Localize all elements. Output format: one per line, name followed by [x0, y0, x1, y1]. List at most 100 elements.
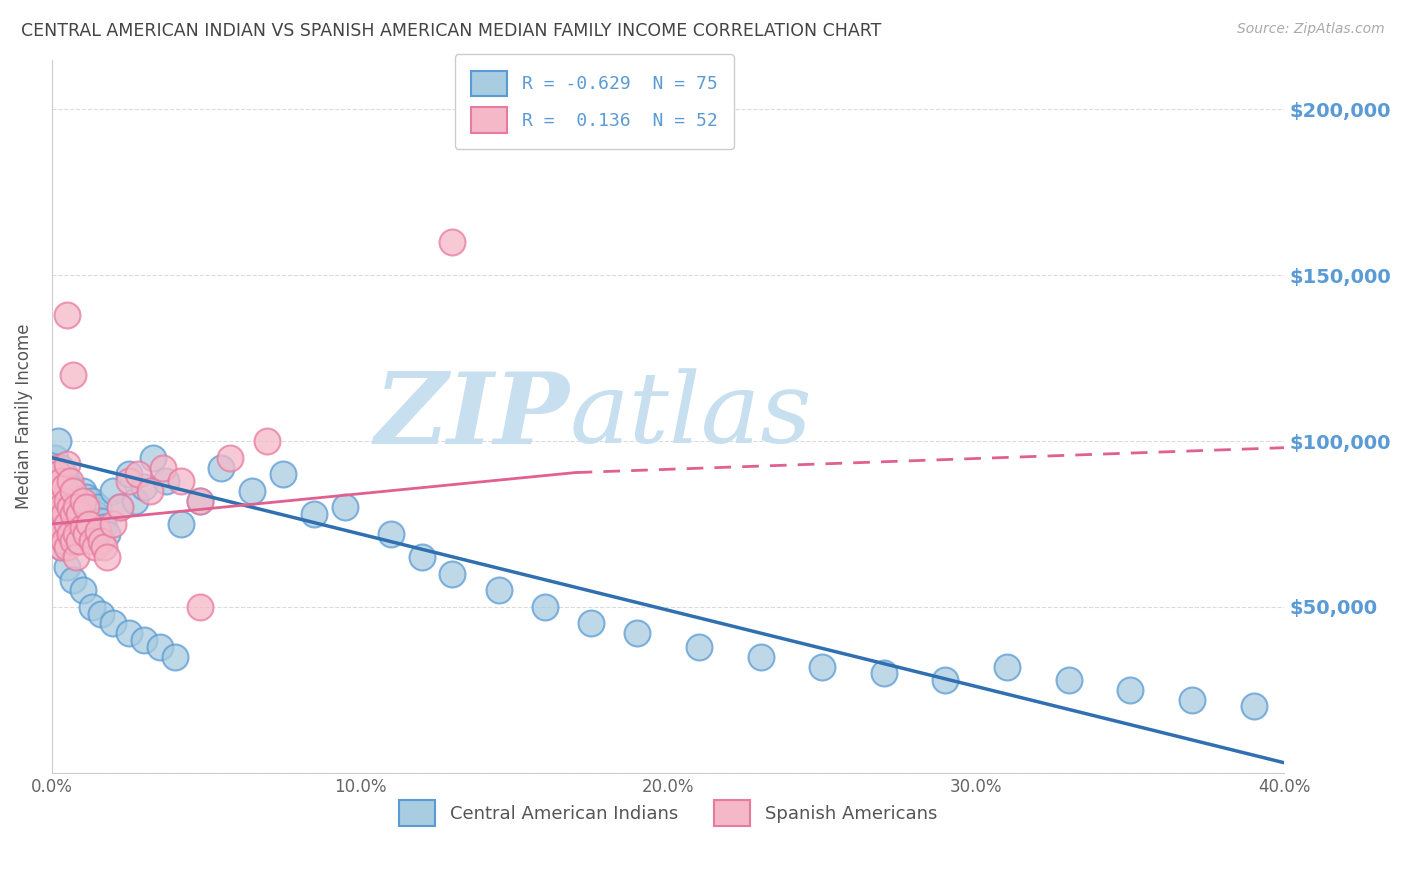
- Point: [53, 514, 76, 528]
- Point: [56, 560, 79, 574]
- Point: [333, 500, 356, 515]
- Point: [142, 450, 165, 465]
- Point: [688, 640, 710, 654]
- Point: [219, 450, 242, 465]
- Point: [1057, 673, 1080, 687]
- Point: [65, 493, 87, 508]
- Point: [62, 368, 84, 382]
- Point: [83, 507, 105, 521]
- Point: [188, 493, 211, 508]
- Point: [62, 483, 84, 498]
- Point: [93, 520, 115, 534]
- Point: [118, 626, 141, 640]
- Point: [995, 659, 1018, 673]
- Point: [96, 550, 118, 565]
- Point: [139, 483, 162, 498]
- Point: [56, 474, 79, 488]
- Point: [873, 666, 896, 681]
- Point: [124, 493, 146, 508]
- Point: [72, 520, 94, 534]
- Point: [72, 493, 94, 508]
- Point: [72, 483, 94, 498]
- Point: [441, 566, 464, 581]
- Point: [302, 507, 325, 521]
- Point: [134, 481, 156, 495]
- Point: [380, 527, 402, 541]
- Point: [56, 493, 79, 508]
- Point: [75, 491, 97, 505]
- Point: [934, 673, 956, 687]
- Point: [134, 633, 156, 648]
- Point: [118, 474, 141, 488]
- Point: [96, 527, 118, 541]
- Point: [49, 474, 72, 488]
- Point: [59, 481, 82, 495]
- Text: CENTRAL AMERICAN INDIAN VS SPANISH AMERICAN MEDIAN FAMILY INCOME CORRELATION CHA: CENTRAL AMERICAN INDIAN VS SPANISH AMERI…: [21, 22, 882, 40]
- Point: [155, 474, 177, 488]
- Point: [90, 607, 112, 621]
- Point: [188, 493, 211, 508]
- Point: [72, 516, 94, 531]
- Point: [44, 450, 66, 465]
- Point: [90, 514, 112, 528]
- Point: [1243, 699, 1265, 714]
- Point: [118, 467, 141, 482]
- Point: [53, 507, 76, 521]
- Point: [749, 649, 772, 664]
- Point: [46, 467, 69, 482]
- Point: [811, 659, 834, 673]
- Point: [62, 514, 84, 528]
- Point: [62, 574, 84, 588]
- Point: [188, 599, 211, 614]
- Point: [62, 533, 84, 548]
- Point: [488, 583, 510, 598]
- Point: [441, 235, 464, 249]
- Point: [59, 500, 82, 515]
- Point: [256, 434, 278, 448]
- Point: [87, 500, 110, 515]
- Point: [44, 460, 66, 475]
- Point: [103, 616, 125, 631]
- Point: [80, 599, 103, 614]
- Point: [59, 527, 82, 541]
- Point: [75, 500, 97, 515]
- Point: [240, 483, 263, 498]
- Point: [49, 460, 72, 475]
- Point: [93, 540, 115, 554]
- Point: [69, 500, 91, 515]
- Point: [56, 457, 79, 471]
- Point: [77, 500, 100, 515]
- Point: [533, 599, 555, 614]
- Point: [49, 483, 72, 498]
- Point: [53, 533, 76, 548]
- Point: [90, 533, 112, 548]
- Point: [75, 527, 97, 541]
- Point: [46, 474, 69, 488]
- Point: [149, 640, 172, 654]
- Point: [59, 474, 82, 488]
- Point: [53, 467, 76, 482]
- Point: [108, 500, 131, 515]
- Point: [49, 540, 72, 554]
- Point: [80, 493, 103, 508]
- Point: [170, 474, 193, 488]
- Text: atlas: atlas: [569, 368, 813, 464]
- Point: [75, 527, 97, 541]
- Point: [1181, 692, 1204, 706]
- Point: [56, 516, 79, 531]
- Point: [72, 583, 94, 598]
- Point: [87, 524, 110, 538]
- Text: ZIP: ZIP: [374, 368, 569, 465]
- Y-axis label: Median Family Income: Median Family Income: [15, 324, 32, 509]
- Point: [80, 533, 103, 548]
- Point: [579, 616, 602, 631]
- Point: [103, 516, 125, 531]
- Point: [65, 500, 87, 515]
- Point: [65, 527, 87, 541]
- Text: Source: ZipAtlas.com: Source: ZipAtlas.com: [1237, 22, 1385, 37]
- Point: [49, 540, 72, 554]
- Point: [56, 524, 79, 538]
- Point: [46, 516, 69, 531]
- Point: [69, 527, 91, 541]
- Point: [49, 500, 72, 515]
